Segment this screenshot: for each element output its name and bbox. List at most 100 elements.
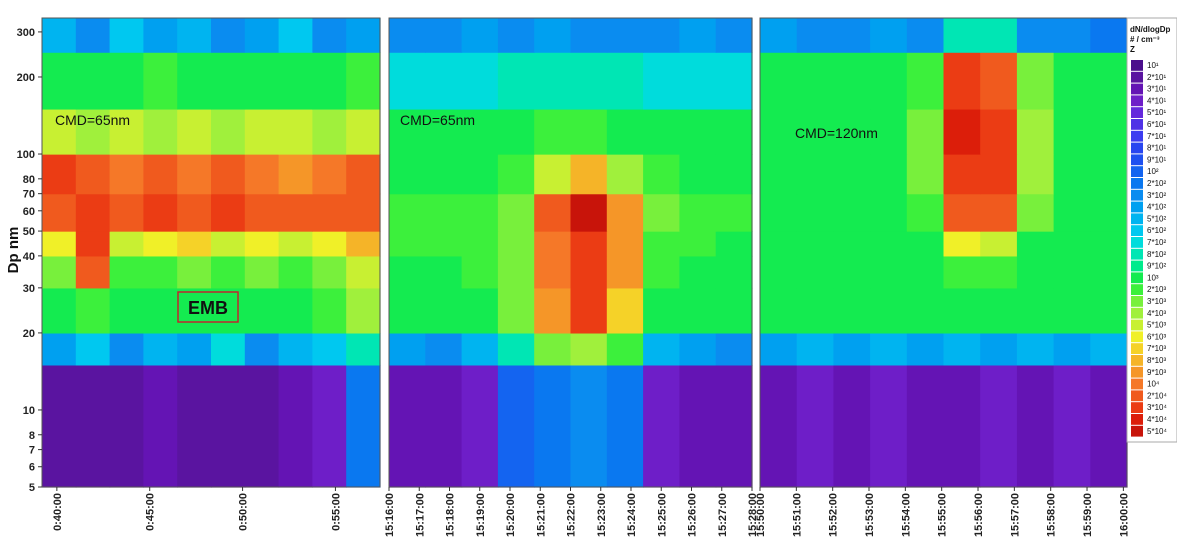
heatmap-cell (278, 154, 313, 195)
heatmap-cell (211, 154, 246, 195)
heatmap-cell (1053, 287, 1091, 334)
legend-label: 10¹ (1147, 61, 1159, 70)
x-tick-label: 15:17:00 (414, 493, 426, 537)
legend-swatch (1131, 390, 1143, 402)
heatmap-cell (1090, 18, 1128, 53)
heatmap-cell (760, 231, 798, 257)
y-tick-label: 20 (23, 328, 35, 340)
legend-swatch (1131, 83, 1143, 95)
heatmap-cell (906, 193, 945, 232)
heatmap-cell (1016, 255, 1055, 289)
heatmap-cell (679, 287, 717, 334)
color-legend: dN/dlogDp# / cm⁻³Z 10¹ 2*10¹ 3*10¹ 4*10¹ 5*10… (1126, 17, 1177, 443)
heatmap-cell (389, 108, 426, 155)
heatmap-cell (1090, 255, 1128, 289)
heatmap-cell (75, 332, 111, 366)
heatmap-cell (679, 52, 717, 110)
heatmap-cell (143, 52, 178, 110)
heatmap-cell (534, 154, 572, 195)
boxed-label: EMB (188, 298, 228, 318)
legend-label: 4*10³ (1147, 309, 1166, 318)
legend-label: 9*10¹ (1147, 155, 1166, 164)
heatmap-cell (211, 332, 246, 366)
heatmap-cell (715, 287, 753, 334)
heatmap-cell (643, 193, 680, 232)
heatmap-cell (796, 364, 834, 488)
heatmap-cell (1016, 52, 1055, 110)
heatmap-cell (643, 364, 680, 488)
heatmap-cell (715, 154, 753, 195)
heatmap-cell (177, 108, 212, 155)
heatmap-cell (1016, 364, 1055, 488)
heatmap-cell (42, 287, 77, 334)
x-tick-label: 15:25:00 (656, 493, 668, 537)
legend-title: dN/dlogDp (1130, 25, 1171, 34)
heatmap-cell (346, 52, 381, 110)
heatmap-cell (679, 332, 717, 366)
heatmap-cell (42, 108, 77, 155)
heatmap-cell (833, 255, 871, 289)
x-tick-label: 15:23:00 (596, 493, 608, 537)
panel: 15:50:00 15:51:00 15:52:00 15:53:00 15:54:00… (755, 17, 1130, 537)
heatmap-cell (570, 231, 608, 257)
heatmap-cell (461, 332, 499, 366)
heatmap-cell (570, 364, 608, 488)
legend-label: 4*10² (1147, 203, 1166, 212)
heatmap-cell (312, 332, 347, 366)
heatmap-cell (425, 287, 463, 334)
legend-label: 4*10⁴ (1147, 415, 1167, 424)
x-tick-label: 15:16:00 (384, 493, 396, 537)
x-tick-label: 15:26:00 (687, 493, 699, 537)
heatmap-cell (278, 108, 313, 155)
heatmap-cell (497, 255, 535, 289)
x-tick-label: 15:51:00 (791, 493, 803, 537)
heatmap-cell (980, 287, 1018, 334)
heatmap-cell (1090, 332, 1128, 366)
heatmap-cell (760, 154, 798, 195)
heatmap-cell (109, 287, 144, 334)
heatmap-cell (1016, 154, 1055, 195)
heatmap-cell (346, 231, 381, 257)
heatmap-cell (643, 332, 680, 366)
heatmap-cell (461, 255, 499, 289)
x-tick-label: 15:19:00 (475, 493, 487, 537)
heatmap-cell (906, 364, 945, 488)
heatmap-cell (244, 18, 280, 53)
x-tick-label: 15:22:00 (566, 493, 578, 537)
y-tick-label: 100 (17, 149, 35, 161)
legend-label: 5*10³ (1147, 321, 1166, 330)
heatmap-cell (109, 154, 144, 195)
heatmap-cell (943, 18, 981, 53)
heatmap-cell (211, 287, 246, 334)
heatmap-cell (715, 364, 753, 488)
heatmap-cell (75, 193, 111, 232)
heatmap-cell (570, 108, 608, 155)
heatmap-cell (833, 108, 871, 155)
heatmap-cell (177, 52, 212, 110)
heatmap-cell (906, 287, 945, 334)
heatmap-cell (906, 52, 945, 110)
x-tick-label: 15:24:00 (626, 493, 638, 537)
heatmap-cell (497, 108, 535, 155)
legend-swatch (1131, 307, 1143, 319)
x-tick-label: 15:52:00 (828, 493, 840, 537)
heatmap-cell (715, 193, 753, 232)
heatmap-cell (943, 193, 981, 232)
heatmap-cell (461, 18, 499, 53)
heatmap-cell (461, 52, 499, 110)
heatmap-cell (42, 255, 77, 289)
heatmap-cell (606, 108, 644, 155)
heatmap-cell (980, 193, 1018, 232)
heatmap-cell (570, 154, 608, 195)
heatmap-cell (796, 154, 834, 195)
heatmap-cell (760, 52, 798, 110)
heatmap-cell (177, 193, 212, 232)
legend-label: 4*10¹ (1147, 96, 1166, 105)
panel: 5 6 7 8 10 20 30 40 50 60 70 80 100 200 300 Dp nm 0:40:0… (5, 17, 381, 531)
heatmap-cell (606, 332, 644, 366)
heatmap-cell (870, 255, 908, 289)
heatmap-cell (177, 287, 212, 334)
heatmap-cell (643, 287, 680, 334)
heatmap-cell (870, 52, 908, 110)
heatmap-cell (679, 154, 717, 195)
